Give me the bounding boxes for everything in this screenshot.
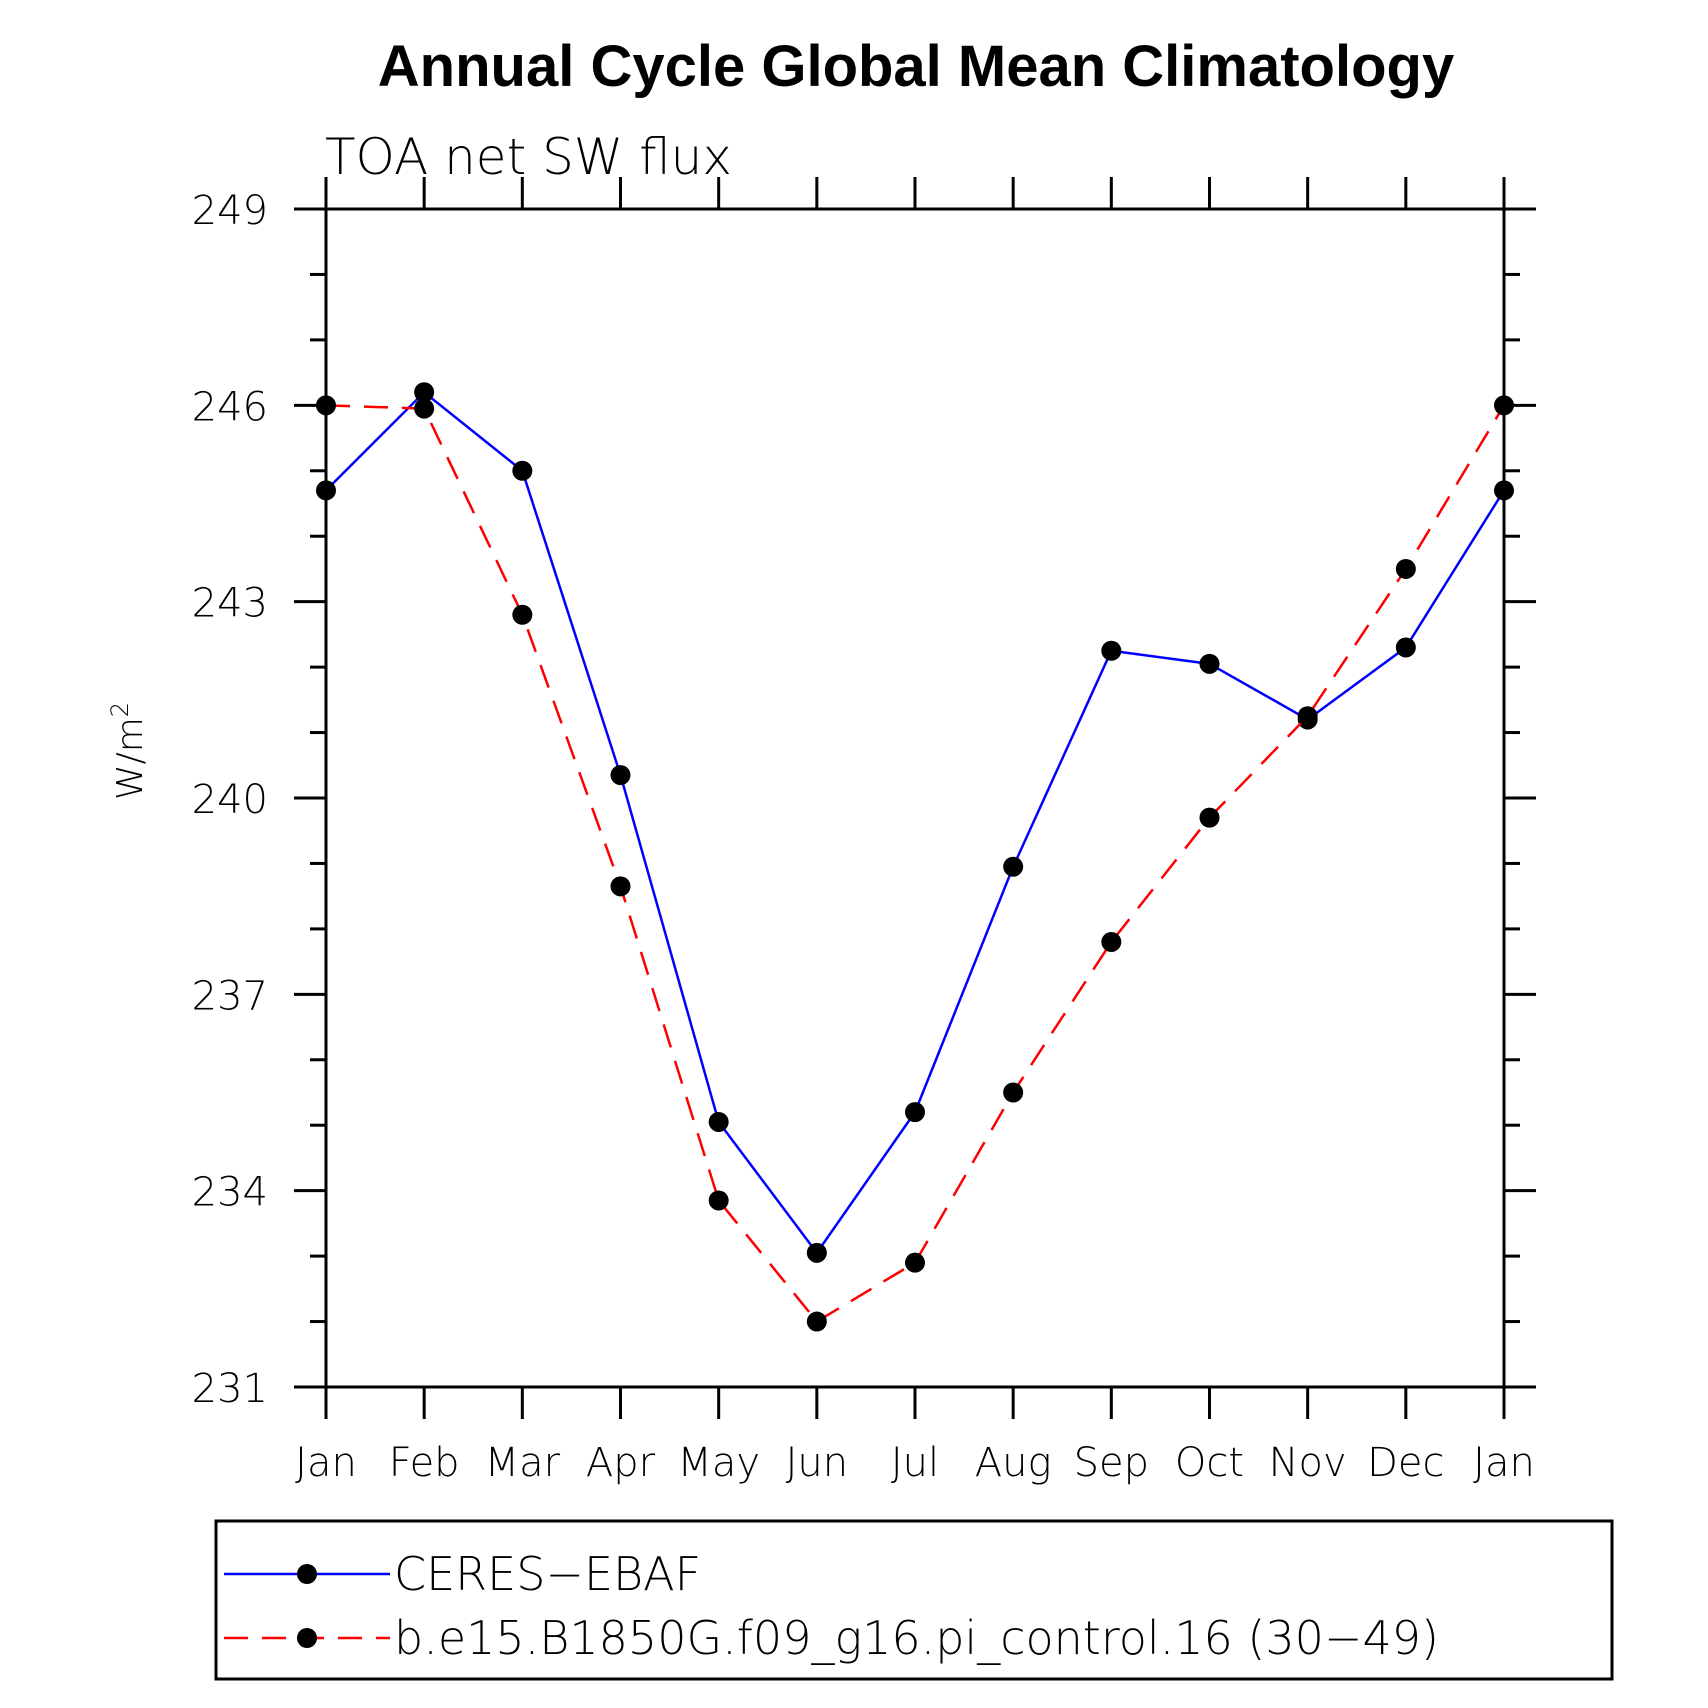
y-tick-label: 231 xyxy=(192,1366,268,1412)
y-tick-labels: 231 234 237 240 243 246 249 xyxy=(192,188,268,1412)
x-tick-label: Mar xyxy=(485,1440,561,1486)
x-tick-label: Feb xyxy=(389,1440,460,1486)
series-1-point xyxy=(1395,637,1416,658)
x-axis-top xyxy=(324,177,1506,209)
x-tick-label: Apr xyxy=(586,1440,656,1486)
x-tick-label: Jul xyxy=(891,1440,939,1486)
legend-label: b.e15.B1850G.f09_g16.pi_control.16 (30−4… xyxy=(394,1611,1439,1665)
legend-label: CERES−EBAF xyxy=(394,1547,701,1601)
series-2-point xyxy=(512,604,533,625)
series-2-point xyxy=(905,1252,925,1273)
legend: CERES−EBAF b.e15.B1850G.f09_g16.pi_contro… xyxy=(214,1519,1614,1681)
series-2-point xyxy=(806,1311,827,1332)
chart-title: Annual Cycle Global Mean Climatology xyxy=(378,34,1454,99)
legend-entry-2: b.e15.B1850G.f09_g16.pi_control.16 (30−4… xyxy=(224,1611,1439,1665)
series-1-point xyxy=(708,1111,729,1132)
y-axis-left xyxy=(294,207,326,1389)
y-axis-label-main: W/m xyxy=(110,717,151,800)
legend-box xyxy=(214,1519,1614,1681)
y-tick-label: 234 xyxy=(192,1170,268,1216)
x-tick-label: May xyxy=(677,1440,760,1486)
series-1-point xyxy=(316,480,336,501)
x-tick-label: Sep xyxy=(1074,1440,1149,1486)
series-1-line xyxy=(325,390,1506,1255)
series-2-point xyxy=(1101,931,1122,952)
series-2-point xyxy=(414,398,435,419)
x-tick-labels: Jan Feb Mar Apr May Jun Jul Aug Sep Oct Nov Dec Jan xyxy=(295,1440,1535,1486)
series-layer xyxy=(316,382,1514,1332)
y-axis-right xyxy=(1504,207,1536,1389)
series-2-line xyxy=(325,404,1506,1324)
chart-subtitle: TOA net SW flux xyxy=(325,128,732,186)
x-tick-label: Aug xyxy=(975,1440,1052,1486)
series-1 xyxy=(316,382,1514,1263)
x-axis-bottom xyxy=(324,1387,1506,1419)
x-tick-label: Nov xyxy=(1269,1440,1347,1486)
series-1-point xyxy=(1199,653,1220,674)
series-2-point xyxy=(708,1190,729,1211)
series-2-point xyxy=(610,876,631,897)
y-tick-label: 243 xyxy=(192,581,268,627)
x-tick-label: Dec xyxy=(1367,1440,1444,1486)
series-1-point xyxy=(414,382,435,403)
x-tick-label: Oct xyxy=(1175,1440,1244,1486)
plot-frame xyxy=(324,207,1506,1389)
x-tick-label: Jan xyxy=(1473,1440,1535,1486)
series-1-point xyxy=(806,1242,827,1263)
series-2-point xyxy=(1003,1082,1024,1103)
series-2-point xyxy=(1199,807,1220,828)
legend-swatch-marker xyxy=(297,1628,317,1648)
series-2-point xyxy=(1395,558,1416,579)
series-2 xyxy=(316,395,1514,1332)
series-1-point xyxy=(1494,480,1514,501)
series-2-point xyxy=(1494,395,1514,416)
x-tick-label: Jan xyxy=(295,1440,357,1486)
y-tick-label: 249 xyxy=(192,188,268,234)
series-2-point xyxy=(316,395,336,416)
legend-entry-1: CERES−EBAF xyxy=(224,1547,701,1601)
y-axis-label-superscript: 2 xyxy=(106,702,134,717)
legend-entries: CERES−EBAF b.e15.B1850G.f09_g16.pi_contro… xyxy=(224,1547,1439,1665)
legend-swatch-marker xyxy=(297,1564,317,1584)
series-2-point xyxy=(1297,706,1318,727)
series-1-point xyxy=(610,765,631,786)
x-tick-label: Jun xyxy=(786,1440,849,1486)
series-1-point xyxy=(1101,640,1122,661)
y-axis-label: W/m2 xyxy=(106,702,151,800)
y-tick-label: 240 xyxy=(192,777,268,823)
series-1-point xyxy=(905,1102,925,1123)
series-1-point xyxy=(512,460,533,481)
series-1-point xyxy=(1003,856,1024,877)
y-tick-label: 237 xyxy=(192,973,268,1019)
y-tick-label: 246 xyxy=(192,384,268,430)
